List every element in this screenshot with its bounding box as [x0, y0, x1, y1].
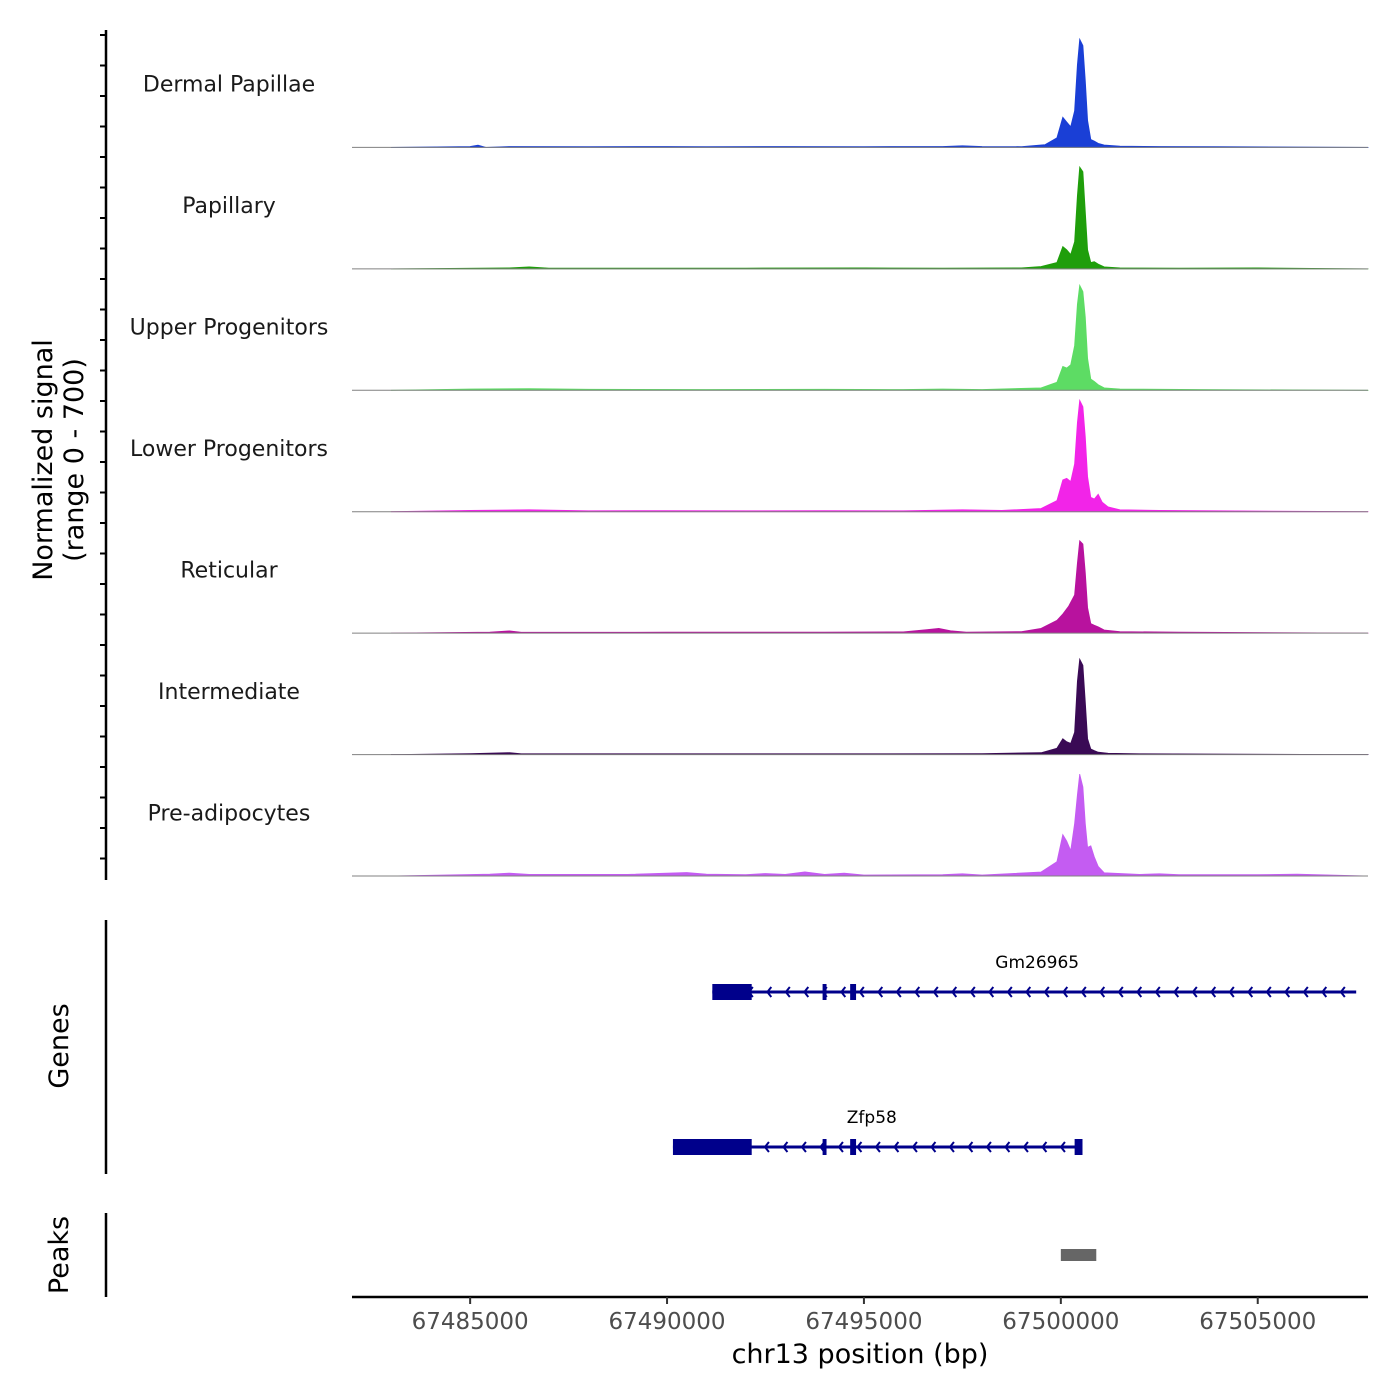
strand-arrow: [1080, 986, 1087, 998]
signal-area-upper-progenitors: [391, 283, 1369, 391]
strand-arrow: [1228, 986, 1235, 998]
track-label-dermal-papillae: Dermal Papillae: [143, 73, 315, 98]
track-label-papillary: Papillary: [182, 194, 276, 219]
strand-arrow: [911, 1141, 918, 1153]
x-tick-label: 67485000: [412, 1309, 529, 1335]
strand-arrow: [840, 986, 847, 998]
signal-area-dermal-papillae: [391, 37, 1369, 148]
strand-arrow: [1321, 986, 1328, 998]
gene-label-zfp58: Zfp58: [847, 1108, 897, 1128]
y-axis-title: Normalized signal (range 0 - 700): [28, 339, 90, 581]
genes-track-title: Genes: [44, 1003, 75, 1088]
strand-arrow: [1339, 986, 1346, 998]
strand-arrow: [1210, 986, 1217, 998]
y-axis-title-line1: Normalized signal: [28, 339, 59, 581]
strand-arrow: [1041, 1141, 1048, 1153]
gene-track: Gm26965 Zfp58: [672, 953, 1357, 1155]
track-label-lower-progenitors: Lower Progenitors: [130, 437, 328, 462]
track-label-reticular: Reticular: [180, 558, 278, 583]
gene-label-gm26965: Gm26965: [995, 953, 1079, 973]
x-axis-ticks: 67485000 67490000 67495000 67500000 67505000: [412, 1297, 1316, 1335]
strand-arrow: [877, 986, 884, 998]
signal-area-reticular: [391, 539, 1369, 634]
strand-arrow: [895, 986, 902, 998]
signal-area-lower-progenitors: [391, 398, 1369, 513]
strand-arrow: [1117, 986, 1124, 998]
track-reticular: Reticular: [180, 539, 1369, 634]
strand-arrow: [837, 1141, 844, 1153]
strand-arrow: [932, 986, 939, 998]
track-label-upper-progenitors: Upper Progenitors: [130, 316, 329, 341]
strand-arrow: [1265, 986, 1272, 998]
track-papillary: Papillary: [182, 165, 1369, 270]
gene-exon: [822, 984, 827, 1000]
strand-arrow: [930, 1141, 937, 1153]
peaks-track-title: Peaks: [44, 1216, 75, 1294]
strand-arrow: [1022, 1141, 1029, 1153]
strand-arrow: [784, 986, 791, 998]
track-lower-progenitors: Lower Progenitors: [130, 398, 1369, 513]
track-upper-progenitors: Upper Progenitors: [130, 283, 1369, 391]
strand-arrow: [969, 986, 976, 998]
strand-arrow: [1062, 986, 1069, 998]
strand-arrow: [1006, 986, 1013, 998]
peak-track: [1060, 1249, 1097, 1261]
gene-exon: [850, 1139, 857, 1155]
strand-arrow: [1191, 986, 1198, 998]
strand-arrow: [803, 986, 810, 998]
strand-arrow: [1059, 1141, 1066, 1153]
strand-arrow: [763, 1141, 770, 1153]
strand-arrow: [1247, 986, 1254, 998]
strand-arrow: [951, 986, 958, 998]
strand-arrow: [1136, 986, 1143, 998]
gene-gm26965: Gm26965: [712, 953, 1357, 1000]
gene-exon: [822, 1139, 827, 1155]
strand-arrow: [988, 986, 995, 998]
strand-arrow: [1099, 986, 1106, 998]
signal-area-papillary: [391, 165, 1369, 270]
y-axis-title-line2: (range 0 - 700): [59, 358, 90, 562]
track-pre-adipocytes: Pre-adipocytes: [148, 774, 1369, 877]
strand-arrow: [967, 1141, 974, 1153]
gene-exon: [712, 984, 752, 1000]
strand-arrow: [985, 1141, 992, 1153]
gene-zfp58: Zfp58: [672, 1108, 1083, 1155]
strand-arrow: [948, 1141, 955, 1153]
x-tick-label: 67490000: [608, 1309, 725, 1335]
strand-arrow: [766, 986, 773, 998]
x-tick-label: 67495000: [805, 1309, 922, 1335]
strand-arrow: [1284, 986, 1291, 998]
strand-arrow: [1004, 1141, 1011, 1153]
track-label-intermediate: Intermediate: [158, 680, 300, 705]
strand-arrow: [893, 1141, 900, 1153]
strand-arrow: [858, 986, 865, 998]
strand-arrow: [782, 1141, 789, 1153]
track-intermediate: Intermediate: [158, 657, 1369, 756]
strand-arrow: [1173, 986, 1180, 998]
strand-arrow: [914, 986, 921, 998]
strand-arrow: [1302, 986, 1309, 998]
peak-region: [1060, 1249, 1097, 1261]
coverage-y-ticks: [100, 34, 106, 860]
x-axis-title: chr13 position (bp): [732, 1339, 989, 1370]
strand-arrow: [1043, 986, 1050, 998]
strand-arrow: [1025, 986, 1032, 998]
strand-arrow: [874, 1141, 881, 1153]
gene-exon: [850, 984, 857, 1000]
track-label-pre-adipocytes: Pre-adipocytes: [148, 801, 311, 826]
x-tick-label: 67505000: [1199, 1309, 1316, 1335]
coverage-tracks: Dermal Papillae Papillary Upper Progenitor…: [130, 37, 1369, 877]
gene-exon: [1074, 1139, 1083, 1155]
gene-exon: [672, 1139, 752, 1155]
strand-arrow: [800, 1141, 807, 1153]
strand-arrow: [856, 1141, 863, 1153]
signal-area-pre-adipocytes: [391, 774, 1369, 877]
x-tick-label: 67500000: [1002, 1309, 1119, 1335]
track-dermal-papillae: Dermal Papillae: [143, 37, 1369, 148]
signal-area-intermediate: [391, 657, 1369, 756]
strand-arrow: [1154, 986, 1161, 998]
